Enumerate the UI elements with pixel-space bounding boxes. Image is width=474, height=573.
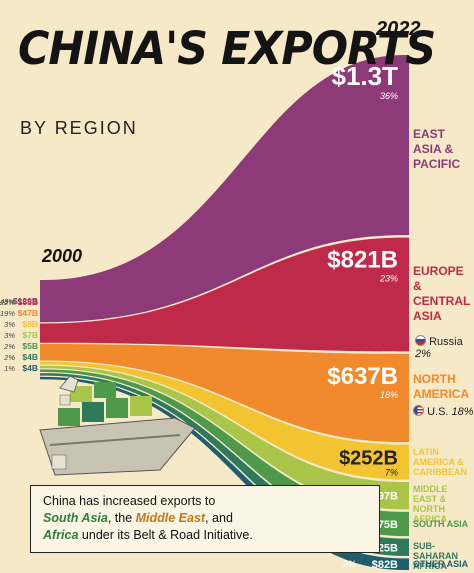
russia-label: Russia [429,336,463,348]
start-value-sub-saharan-africa: $4B [22,352,38,362]
end-pct-north-america: 18% [380,390,398,400]
start-value-north-america: $47B [18,308,38,318]
start-pct-south-asia: 2% [3,342,15,351]
note-middle-east: Middle East [135,511,206,525]
region-label-sub-saharan-africa: SUB-SAHARAN AFRICA [413,540,458,571]
region-label-middle-east-north-africa: MIDDLE EAST & NORTH AFRICA [413,484,448,525]
end-value-other-asia: $82B [372,559,398,571]
russia-callout: Russia 2% [415,335,474,360]
start-value-east-asia-pacific: $120B [13,296,38,306]
start-value-south-asia: $5B [22,341,38,351]
region-label-europe-central-asia: EUROPE & CENTRAL ASIA [413,263,471,323]
start-bar-other-asia [40,376,44,380]
year-2022-label: 2022 [376,18,421,40]
start-bar-east-asia-pacific [40,280,44,323]
flow-europe-central-asia [44,237,404,352]
end-bar-other-asia [404,558,409,570]
end-value-latin-america-caribbean: $252B [339,448,398,470]
end-bar-europe-central-asia [404,237,409,352]
start-bars [40,280,44,380]
note-sep1: , the [107,511,136,525]
start-bar-south-asia [40,369,44,372]
end-value-europe-central-asia: $821B [327,247,398,274]
flow-east-asia-pacific [44,55,404,323]
start-pct-middle-east-north-africa: 3% [4,331,15,340]
flow-north-america [44,344,404,443]
end-pct-other-asia: 2% [342,559,356,569]
cargo-ship-icon [39,375,196,476]
start-value-other-asia: $4B [22,363,38,373]
start-bar-europe-central-asia [40,323,44,343]
start-bar-latin-america-caribbean [40,361,44,365]
end-pct-latin-america-caribbean: 7% [385,468,398,478]
end-pct-europe-central-asia: 23% [379,274,398,284]
note-prefix: China has increased exports to [43,494,216,508]
chart-title: CHINA'S EXPORTS [18,22,436,75]
end-pct-east-asia-pacific: 36% [380,91,398,101]
end-bar-north-america [404,353,409,443]
region-label-south-asia: SOUTH ASIA [413,518,469,529]
start-bar-sub-saharan-africa [40,373,44,376]
region-label-other-asia: OTHER ASIA [413,559,469,570]
end-value-east-asia-pacific: $1.3T [332,61,399,91]
start-pct-europe-central-asia: 22% [0,298,15,307]
year-2000-label: 2000 [42,246,83,266]
end-value-north-america: $637B [327,363,398,390]
end-bar-middle-east-north-africa [404,482,409,510]
start-pct-sub-saharan-africa: 2% [3,353,15,362]
end-bar-sub-saharan-africa [404,538,409,556]
region-label-latin-america-caribbean: LATIN AMERICA & CARIBBEAN [413,446,467,477]
start-value-middle-east-north-africa: $7B [22,330,38,340]
end-bar-east-asia-pacific [404,55,409,236]
end-bar-latin-america-caribbean [404,444,409,480]
start-value-latin-america-caribbean: $8B [22,319,38,329]
start-pct-other-asia: 1% [4,364,15,373]
note-box: China has increased exports to South Asi… [30,485,380,553]
us-pct: 18% [451,406,474,418]
us-label: U.S. [427,406,449,418]
chart-subtitle: BY REGION [20,118,138,138]
us-callout: U.S. 18% [413,405,474,418]
end-bar-south-asia [404,511,409,537]
start-pct-latin-america-caribbean: 3% [4,320,15,329]
start-pct-north-america: 19% [0,309,15,318]
russia-pct: 2% [415,348,431,360]
note-africa: Africa [43,528,79,542]
flow-middle-east-north-africa [44,365,404,510]
start-bar-middle-east-north-africa [40,365,44,369]
note-south-asia: South Asia [43,511,108,525]
us-flag-icon [413,405,424,416]
start-bar-north-america [40,344,44,361]
note-suffix: under its Belt & Road Initiative. [78,528,253,542]
region-label-north-america: NORTH AMERICA [413,371,469,401]
region-label-east-asia-pacific: EAST ASIA & PACIFIC [413,127,461,171]
end-bars [404,55,409,570]
russia-flag-icon [415,335,426,346]
note-sep2: , and [205,511,233,525]
start-pct-east-asia-pacific: 48% [0,297,15,306]
start-value-europe-central-asia: $55B [18,297,38,307]
flow-latin-america-caribbean [44,361,404,480]
